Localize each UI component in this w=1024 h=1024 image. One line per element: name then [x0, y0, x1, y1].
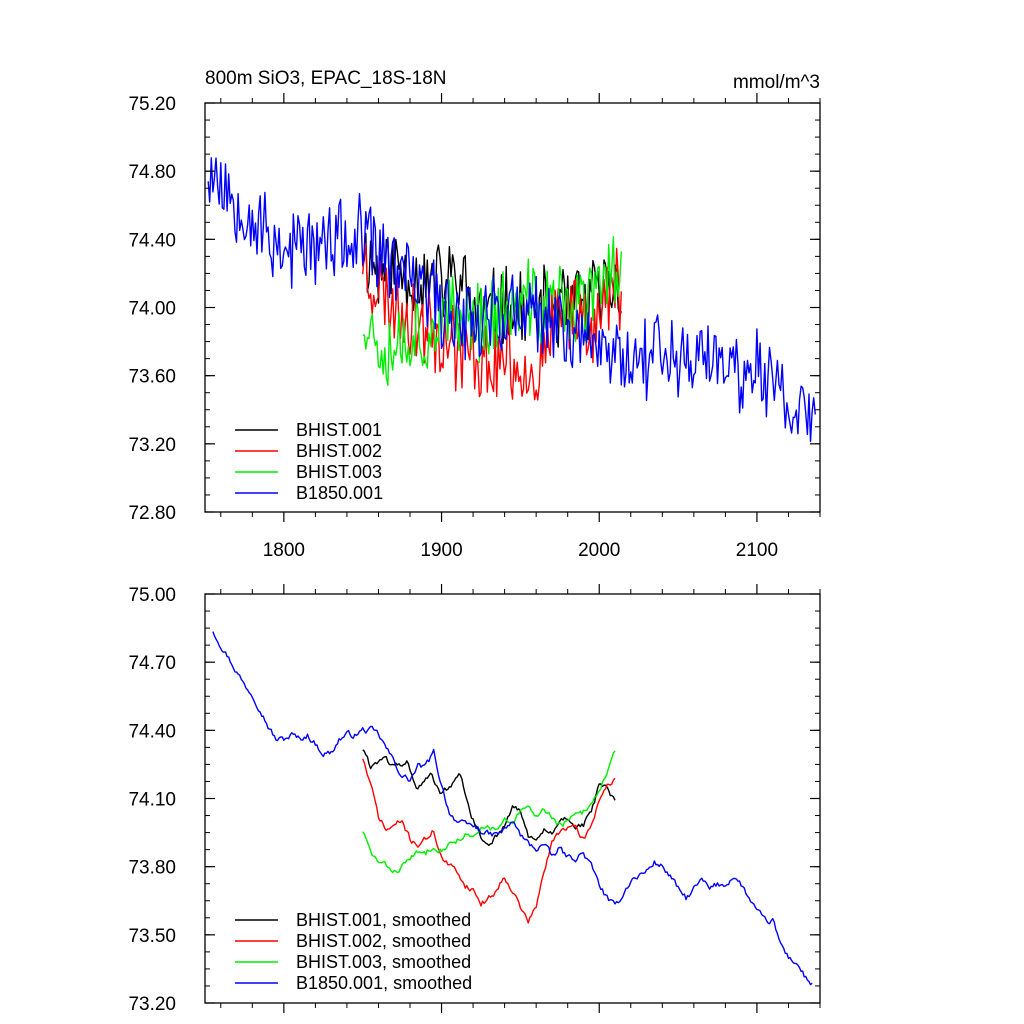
series-line-bhist-001-smoothed: [362, 749, 616, 846]
x-tick-label: 1900: [420, 540, 462, 561]
y-tick-label: 74.40: [128, 721, 176, 742]
series-line-bhist-003: [362, 236, 622, 386]
y-tick-label: 74.80: [128, 162, 176, 183]
bottom-panel-smoothed: 73.20 73.50 73.80 74.10 74.40 74.70 75.00 BHIS…: [128, 584, 821, 1015]
bottom-panel-series-group: [212, 631, 813, 986]
y-tick-label: 73.80: [128, 858, 176, 879]
legend-label-bhist-001: BHIST.001: [296, 420, 382, 440]
y-tick-label: 74.40: [128, 230, 176, 251]
legend-label-bhist-002: BHIST.002: [296, 441, 382, 461]
x-tick-label: 2100: [736, 540, 778, 561]
top-panel-ticks: 72.80 73.20 73.60 74.00 74.40 74.80 75.20 1800 1…: [128, 93, 821, 561]
y-tick-label: 72.80: [128, 503, 176, 524]
series-line-bhist-002-smoothed: [362, 758, 616, 924]
legend-label-bhist-002-smoothed: BHIST.002, smoothed: [296, 931, 471, 951]
top-panel-units: mmol/m^3: [733, 72, 820, 93]
y-tick-label: 73.60: [128, 367, 176, 388]
y-tick-label: 74.70: [128, 653, 176, 674]
series-line-bhist-002: [362, 242, 622, 401]
y-tick-label: 75.20: [128, 94, 176, 115]
x-tick-label: 1800: [263, 540, 305, 561]
y-tick-label: 75.00: [128, 585, 176, 606]
series-line-b1850-001: [207, 157, 816, 443]
y-tick-label: 74.10: [128, 790, 176, 811]
y-tick-label: 73.20: [128, 994, 176, 1015]
legend-label-bhist-001-smoothed: BHIST.001, smoothed: [296, 910, 471, 930]
top-panel-title: 800m SiO3, EPAC_18S-18N: [205, 68, 447, 89]
legend-label-bhist-003: BHIST.003: [296, 462, 382, 482]
legend-label-b1850-001-smoothed: B1850.001, smoothed: [296, 973, 472, 993]
top-panel-series-group: [207, 157, 816, 443]
legend-label-b1850-001: B1850.001: [296, 483, 383, 503]
legend-label-bhist-003-smoothed: BHIST.003, smoothed: [296, 952, 471, 972]
top-panel-timeseries: 800m SiO3, EPAC_18S-18N mmol/m^3 72.80 73…: [128, 68, 821, 561]
series-line-bhist-003-smoothed: [362, 750, 616, 874]
bottom-panel-ticks: 73.20 73.50 73.80 74.10 74.40 74.70 75.00: [128, 584, 821, 1015]
y-tick-label: 74.00: [128, 299, 176, 320]
x-tick-label: 2000: [578, 540, 620, 561]
series-line-b1850-001-smoothed: [212, 631, 813, 986]
y-tick-label: 73.50: [128, 926, 176, 947]
y-tick-label: 73.20: [128, 435, 176, 456]
